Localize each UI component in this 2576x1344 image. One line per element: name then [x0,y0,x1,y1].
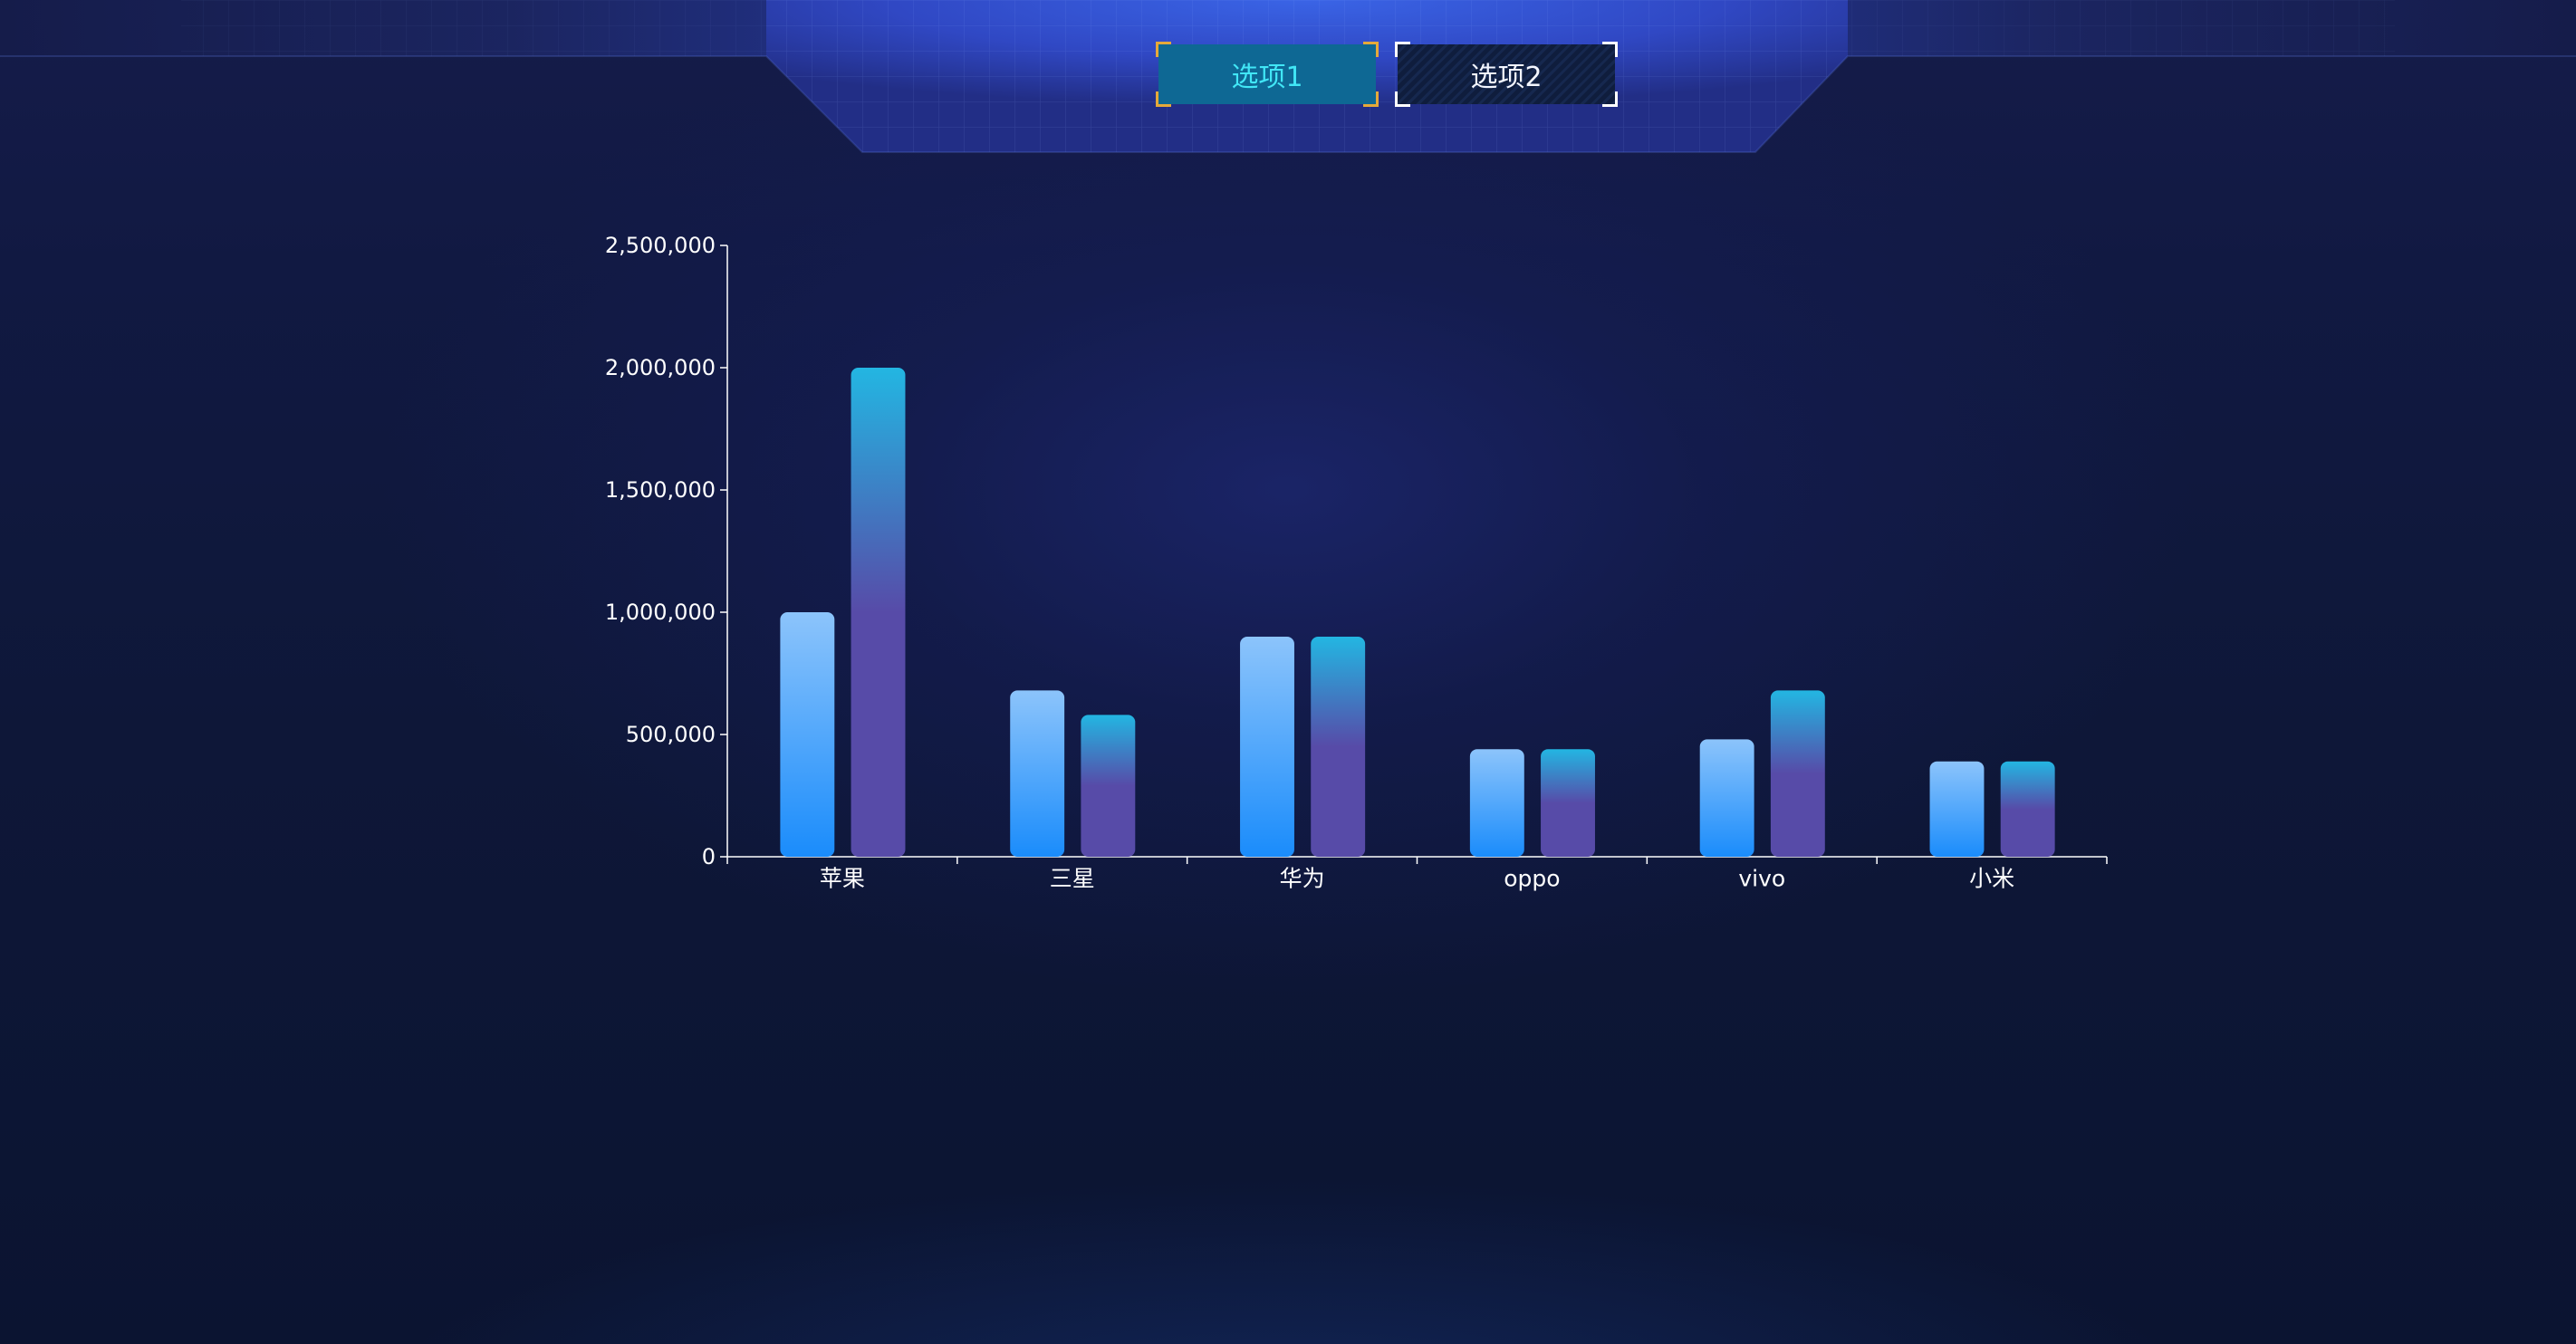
bar-series-1-5 [1929,761,1985,857]
header-banner-shape [0,0,2576,153]
bar-series-2-1 [1081,715,1136,857]
chart-labels: 0 500,000 1,000,000 1,500,000 2,000,000 2,500… [605,233,2014,892]
tab-option-2-label: 选项2 [1470,62,1543,93]
bar-series-2-2 [1311,637,1366,857]
x-category-label: oppo [1504,866,1560,892]
corner-bracket [1602,42,1618,57]
corner-bracket [1395,91,1410,107]
header-banner [0,0,2576,154]
bar-series-2-3 [1541,749,1595,857]
bar-series-1-4 [1699,739,1754,857]
bar-series-1-3 [1469,749,1524,857]
x-category-label: 华为 [1280,866,1325,892]
corner-bracket [1156,42,1171,57]
x-category-label: 三星 [1050,866,1095,892]
y-tick-label: 2,000,000 [605,355,716,380]
y-tick-label: 1,000,000 [605,600,716,625]
corner-bracket [1395,42,1410,57]
corner-bracket [1363,91,1379,107]
bar-series-1-0 [780,612,835,857]
corner-bracket [1602,91,1618,107]
tab-option-1[interactable]: 选项1 [1156,42,1379,107]
x-category-label: vivo [1738,866,1785,892]
y-tick-label: 0 [702,844,716,869]
bottom-glow [362,1177,2214,1344]
y-tick-label: 2,500,000 [605,233,716,258]
corner-bracket [1156,91,1171,107]
bar-series-1-2 [1240,637,1294,857]
tab-option-1-label: 选项1 [1231,62,1303,93]
x-category-label: 苹果 [820,866,865,892]
chart-bars [780,368,2055,857]
corner-bracket [1363,42,1379,57]
tab-option-2[interactable]: 选项2 [1395,42,1618,107]
y-tick-label: 500,000 [626,722,716,747]
bar-series-2-4 [1770,690,1825,857]
bar-series-2-0 [851,368,906,857]
y-tick-label: 1,500,000 [605,477,716,503]
bar-series-1-1 [1010,690,1065,857]
x-category-label: 小米 [1969,866,2014,892]
bar-series-2-5 [2000,761,2055,857]
chart-axes [720,245,2108,864]
